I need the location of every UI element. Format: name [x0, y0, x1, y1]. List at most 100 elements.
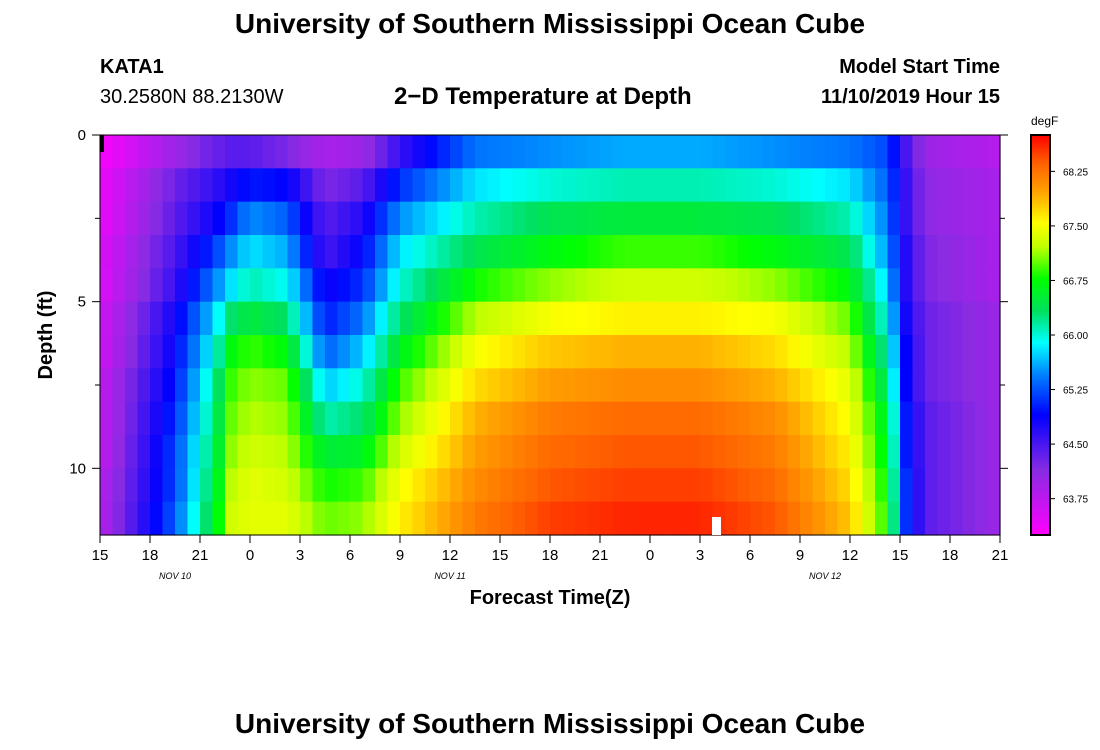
heatmap-cell [800, 468, 814, 503]
heatmap-cell [375, 301, 389, 336]
heatmap-cell [187, 301, 201, 336]
heatmap-cell [487, 468, 501, 503]
heatmap-cell [750, 501, 764, 536]
heatmap-cell [537, 168, 551, 203]
colorbar-unit: degF [1031, 114, 1058, 128]
heatmap-cell [137, 335, 151, 369]
heatmap-cell [337, 201, 351, 236]
x-axis-label: Forecast Time(Z) [470, 587, 631, 609]
x-tick-label: 21 [592, 547, 609, 564]
colorbar-label: 66.75 [1063, 276, 1088, 287]
heatmap-cell [600, 501, 614, 536]
heatmap-cell [237, 435, 251, 469]
heatmap-cell [925, 168, 939, 203]
heatmap-cell [387, 435, 401, 469]
heatmap-cell [225, 235, 239, 269]
heatmap-cell [762, 368, 776, 403]
heatmap-cell [162, 368, 176, 403]
heatmap-cell [612, 235, 626, 269]
heatmap-cell [850, 501, 864, 536]
heatmap-cell [762, 168, 776, 203]
heatmap-cell [475, 268, 489, 303]
heatmap-cell [462, 168, 476, 203]
heatmap-cell [875, 335, 889, 369]
heatmap-cell [487, 401, 501, 436]
heatmap-cell [350, 168, 364, 203]
heatmap-cell [475, 201, 489, 236]
model-start-value: 11/10/2019 Hour 15 [820, 86, 1000, 108]
heatmap-cell [650, 268, 664, 303]
heatmap-cell [325, 401, 339, 436]
heatmap-cell [787, 435, 801, 469]
current-time-marker [712, 517, 721, 535]
heatmap-cell [462, 368, 476, 403]
heatmap-cell [487, 335, 501, 369]
heatmap-cell [887, 468, 901, 503]
heatmap-cell [925, 201, 939, 236]
heatmap-cell [925, 501, 939, 536]
heatmap-cell [525, 301, 539, 336]
heatmap-cell [575, 301, 589, 336]
heatmap-cell [487, 235, 501, 269]
heatmap-cell [550, 368, 564, 403]
heatmap-cell [725, 301, 739, 336]
heatmap-cell [100, 368, 114, 403]
heatmap-cell [587, 168, 601, 203]
heatmap-cell [237, 268, 251, 303]
heatmap-cell [687, 501, 701, 536]
colorbar-label: 66.00 [1063, 331, 1088, 342]
heatmap-cell [212, 201, 226, 236]
heatmap-cell [450, 301, 464, 336]
heatmap-cell [200, 135, 214, 169]
heatmap-cell [125, 468, 139, 503]
heatmap-cell [462, 201, 476, 236]
heatmap-cell [125, 335, 139, 369]
heatmap-cell [325, 501, 339, 536]
heatmap-cell [375, 201, 389, 236]
heatmap-cell [250, 368, 264, 403]
heatmap-cell [825, 368, 839, 403]
heatmap-cell [937, 501, 951, 536]
heatmap-cell [312, 401, 326, 436]
heatmap-cell [125, 435, 139, 469]
heatmap-cell [450, 135, 464, 169]
heatmap-cell [525, 401, 539, 436]
heatmap-cell [487, 168, 501, 203]
heatmap-cell [362, 368, 376, 403]
heatmap-cell [250, 301, 264, 336]
heatmap-cell [400, 335, 414, 369]
heatmap-cell [262, 268, 276, 303]
heatmap-cell [700, 301, 714, 336]
heatmap-cell [800, 501, 814, 536]
heatmap-cell [725, 135, 739, 169]
heatmap-cell [187, 335, 201, 369]
heatmap-cell [912, 335, 926, 369]
heatmap-cell [300, 235, 314, 269]
heatmap-cell [400, 435, 414, 469]
heatmap-cell [900, 268, 914, 303]
heatmap-cell [862, 468, 876, 503]
heatmap-cell [400, 401, 414, 436]
heatmap-cell [725, 435, 739, 469]
heatmap-cell [387, 168, 401, 203]
heatmap-cell [375, 368, 389, 403]
heatmap-cell [362, 435, 376, 469]
heatmap-cell [362, 501, 376, 536]
heatmap-cell [162, 135, 176, 169]
heatmap-cell [762, 201, 776, 236]
heatmap-cell [650, 435, 664, 469]
heatmap-cell [162, 268, 176, 303]
heatmap-cell [725, 268, 739, 303]
heatmap-cell [425, 501, 439, 536]
heatmap-cell [675, 268, 689, 303]
heatmap-cell [225, 401, 239, 436]
start-marker [100, 135, 104, 152]
heatmap-cell [112, 268, 126, 303]
heatmap-cell [925, 368, 939, 403]
heatmap-cell [125, 368, 139, 403]
heatmap-cell [737, 401, 751, 436]
heatmap-cell [337, 468, 351, 503]
heatmap-cell [612, 401, 626, 436]
heatmap-cell [825, 168, 839, 203]
heatmap-cell [987, 201, 1001, 236]
